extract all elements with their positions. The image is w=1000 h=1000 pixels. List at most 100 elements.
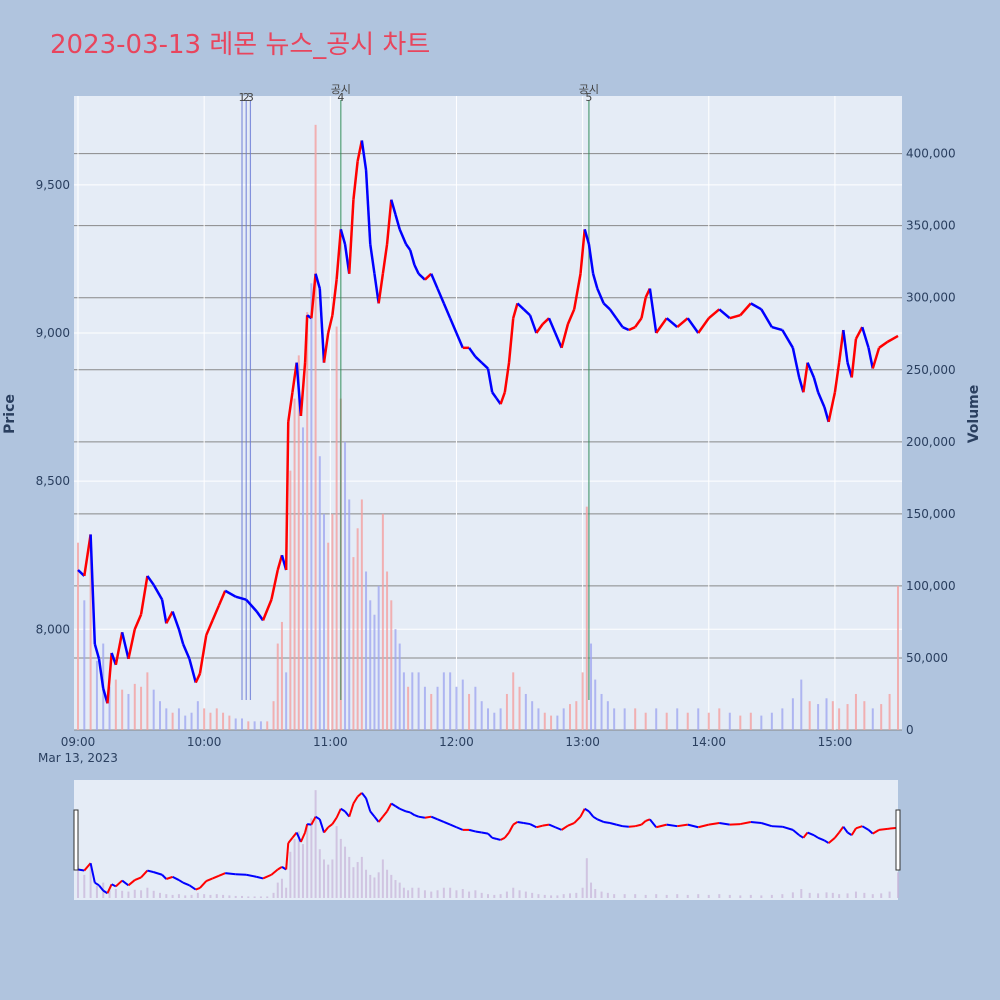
- price-segment: [284, 421, 290, 571]
- slider-price-segment: [147, 869, 154, 874]
- volume-bar: [297, 355, 300, 730]
- slider-price-segment: [468, 828, 476, 833]
- price-segment: [139, 575, 149, 615]
- slider-price-segment: [405, 810, 411, 814]
- slider-volume-bar: [339, 838, 342, 898]
- slider-volume-bar: [310, 818, 313, 898]
- slider-price-segment: [817, 836, 825, 842]
- main-plot-area: [74, 96, 902, 730]
- volume-bar: [121, 689, 124, 730]
- volume-bar: [289, 470, 292, 730]
- slider-volume-bar: [398, 882, 401, 898]
- slider-price-segment: [424, 815, 432, 819]
- price-segment: [398, 228, 408, 245]
- slider-price-segment: [456, 826, 464, 831]
- slider-volume-bar: [407, 890, 410, 898]
- slider-price-segment: [246, 873, 257, 878]
- time-tick-label: 09:00: [61, 735, 96, 749]
- slider-volume-bar: [524, 891, 527, 898]
- slider-price-segment: [205, 877, 213, 883]
- slider-volume-bar: [600, 891, 603, 898]
- annotation-number: 3: [247, 91, 254, 104]
- price-segment: [331, 279, 338, 316]
- price-segment: [146, 575, 155, 586]
- slider-price-segment: [496, 837, 501, 841]
- volume-bar: [524, 693, 527, 730]
- volume-bar: [888, 693, 891, 730]
- range-slider-right-handle[interactable]: [895, 809, 901, 871]
- slider-volume-bar: [146, 887, 149, 898]
- slider-price-segment: [792, 829, 800, 836]
- slider-price-segment: [740, 820, 752, 826]
- slider-price-segment: [842, 826, 849, 834]
- slider-volume-bar: [585, 858, 588, 898]
- price-segment: [596, 288, 605, 304]
- price-segment: [326, 314, 334, 334]
- price-segment: [760, 308, 773, 328]
- slider-volume-bar: [461, 889, 464, 898]
- slider-price-segment: [270, 868, 279, 876]
- price-segment: [160, 599, 168, 624]
- slider-price-segment: [596, 818, 605, 823]
- price-segment: [697, 317, 710, 334]
- volume-bar: [505, 693, 508, 730]
- volume-bar: [165, 708, 168, 730]
- slider-volume-bar: [423, 890, 426, 898]
- price-segment: [850, 338, 858, 378]
- price-segment: [373, 273, 380, 304]
- slider-volume-bar: [665, 894, 668, 898]
- slider-price-segment: [609, 822, 617, 826]
- range-slider-left-handle[interactable]: [73, 809, 79, 871]
- volume-bar: [394, 629, 397, 730]
- volume-bar: [293, 398, 296, 730]
- price-segment: [827, 392, 837, 423]
- slider-volume-bar: [280, 878, 283, 898]
- price-segment: [842, 329, 849, 363]
- slider-volume-bar: [831, 892, 834, 898]
- price-segment: [430, 273, 439, 290]
- price-tick-label: 8,000: [36, 622, 70, 636]
- price-segment: [97, 658, 105, 689]
- volume-bar: [556, 715, 559, 730]
- price-segment: [83, 534, 92, 577]
- volume-bar: [430, 693, 433, 730]
- volume-bar: [146, 672, 149, 730]
- slider-volume-bar: [360, 856, 363, 898]
- volume-bar: [697, 708, 700, 730]
- slider-price-segment: [256, 875, 264, 880]
- price-segment: [833, 362, 841, 393]
- price-segment: [729, 314, 741, 320]
- price-segment: [480, 361, 489, 370]
- volume-bar: [655, 708, 658, 730]
- slider-price-segment: [698, 823, 710, 829]
- slider-price-segment: [409, 811, 415, 816]
- volume-bar: [152, 689, 155, 730]
- slider-volume-bar: [348, 856, 351, 898]
- volume-bar: [360, 499, 363, 730]
- slider-price-segment: [295, 832, 302, 843]
- volume-bar: [280, 621, 283, 730]
- price-segment: [449, 317, 458, 334]
- range-slider-preview: [77, 790, 899, 898]
- volume-bar: [301, 427, 304, 730]
- volume-bar: [241, 718, 243, 730]
- price-segment: [165, 610, 174, 624]
- volume-bar: [871, 708, 874, 730]
- volume-bar: [140, 686, 143, 730]
- price-segment: [686, 317, 700, 334]
- volume-bar: [781, 708, 784, 730]
- range-slider[interactable]: [74, 780, 898, 900]
- slider-volume-bar: [177, 894, 180, 898]
- slider-price-segment: [655, 823, 667, 829]
- slider-price-segment: [172, 875, 180, 881]
- axes: 8,000 8,500 9,000 9,500 0 50,000 100,000 150,00…: [36, 147, 956, 749]
- price-segment: [503, 362, 511, 393]
- slider-price-segment: [165, 875, 173, 880]
- slider-volume-bar: [159, 892, 161, 898]
- slider-price-segment: [622, 825, 629, 828]
- slider-volume-bar: [365, 869, 368, 898]
- slider-price-segment: [161, 874, 168, 880]
- y-axis-label-right: Volume: [966, 385, 982, 444]
- volume-bar: [95, 660, 98, 730]
